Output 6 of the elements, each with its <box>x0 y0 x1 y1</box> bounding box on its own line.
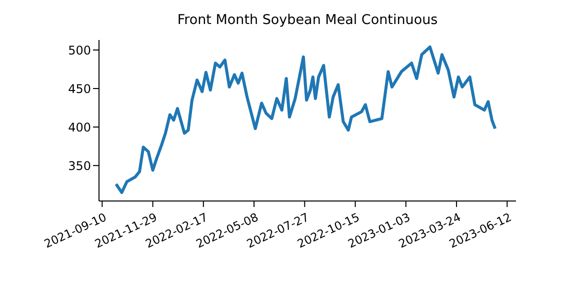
y-tick-label: 500 <box>68 43 91 58</box>
y-tick-label: 450 <box>68 82 91 96</box>
y-tick-label: 350 <box>68 158 91 173</box>
y-tick-label: 400 <box>68 120 91 134</box>
chart-title: Front Month Soybean Meal Continuous <box>176 12 439 28</box>
line-series <box>114 45 497 194</box>
